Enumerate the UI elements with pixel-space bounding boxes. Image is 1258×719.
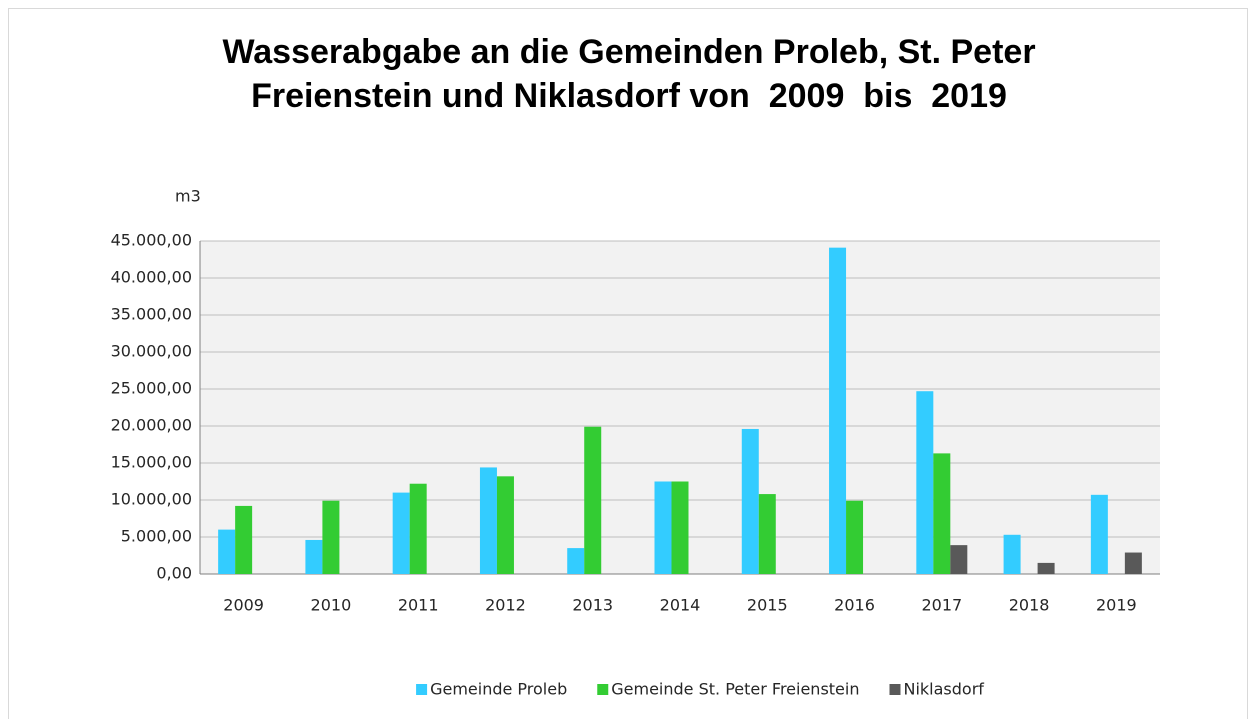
chart-title: Wasserabgabe an die Gemeinden Proleb, St…	[222, 33, 1046, 115]
bar	[758, 494, 776, 574]
bar	[1090, 494, 1108, 574]
y-tick-label: 5.000,00	[121, 527, 192, 546]
bar	[671, 481, 689, 574]
bar	[916, 391, 934, 574]
x-tick-label: 2010	[311, 596, 352, 615]
y-tick-label: 0,00	[156, 564, 192, 583]
legend-swatch	[889, 684, 901, 695]
bar	[322, 500, 340, 574]
bar	[584, 426, 602, 574]
bar	[218, 529, 236, 574]
bar	[654, 481, 672, 574]
legend-swatch	[416, 684, 428, 695]
y-tick-label: 15.000,00	[111, 453, 192, 472]
x-tick-label: 2018	[1009, 596, 1050, 615]
legend-label: Niklasdorf	[903, 680, 984, 699]
bar	[479, 467, 497, 574]
y-tick-label: 10.000,00	[111, 490, 192, 509]
bar	[741, 428, 759, 574]
x-tick-label: 2012	[485, 596, 526, 615]
legend-label: Gemeinde Proleb	[430, 680, 567, 699]
bar	[846, 500, 864, 574]
chart-frame	[8, 8, 1248, 719]
bar	[392, 492, 410, 574]
y-tick-label: 30.000,00	[111, 342, 192, 361]
x-tick-label: 2019	[1096, 596, 1137, 615]
bar	[496, 476, 514, 574]
y-tick-label: 25.000,00	[111, 379, 192, 398]
legend-swatch	[597, 684, 609, 695]
y-tick-label: 35.000,00	[111, 305, 192, 324]
y-tick-label: 20.000,00	[111, 416, 192, 435]
bar	[1003, 534, 1021, 574]
x-tick-label: 2014	[660, 596, 701, 615]
bar	[567, 548, 585, 574]
x-tick-label: 2011	[398, 596, 439, 615]
y-axis-label: m3	[175, 187, 201, 206]
y-tick-label: 45.000,00	[111, 231, 192, 250]
x-tick-label: 2017	[921, 596, 962, 615]
bar	[829, 247, 847, 574]
x-tick-label: 2016	[834, 596, 875, 615]
bar	[933, 453, 951, 574]
x-tick-label: 2009	[223, 596, 264, 615]
x-tick-label: 2015	[747, 596, 788, 615]
x-tick-label: 2013	[572, 596, 613, 615]
y-tick-label: 40.000,00	[111, 268, 192, 287]
legend-label: Gemeinde St. Peter Freienstein	[611, 680, 859, 699]
bar	[1037, 562, 1055, 574]
bar	[409, 483, 427, 574]
bar	[950, 545, 968, 574]
bar	[305, 539, 323, 574]
bar	[1124, 552, 1142, 574]
bar	[235, 505, 253, 574]
